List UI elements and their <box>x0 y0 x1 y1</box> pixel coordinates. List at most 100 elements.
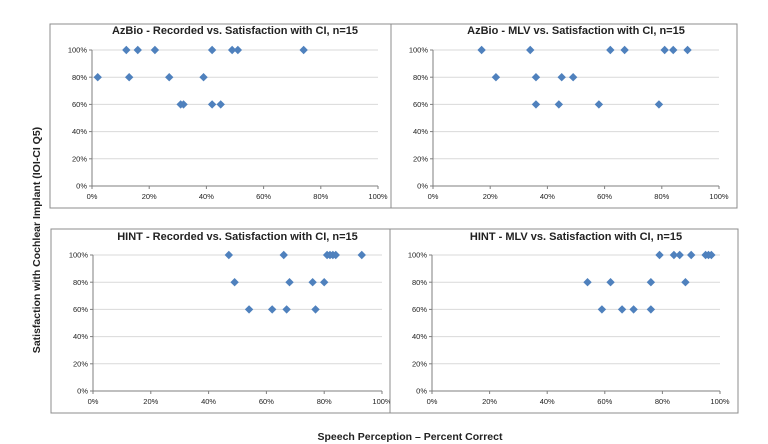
data-point <box>122 45 131 55</box>
x-tick-label: 100% <box>368 192 388 201</box>
data-point <box>675 250 684 260</box>
x-tick-label: 20% <box>483 192 498 201</box>
y-tick-label: 60% <box>412 305 427 314</box>
y-tick-label: 80% <box>413 73 428 82</box>
x-tick-label: 80% <box>317 397 332 406</box>
data-point <box>655 250 664 260</box>
y-tick-label: 60% <box>73 305 88 314</box>
data-point <box>597 305 607 314</box>
data-point <box>568 73 578 82</box>
x-tick-label: 100% <box>709 192 729 201</box>
x-tick-label: 20% <box>143 397 158 406</box>
data-point <box>93 73 102 82</box>
data-point <box>230 278 239 287</box>
data-point <box>491 73 501 82</box>
data-point <box>646 305 656 314</box>
data-point <box>233 45 243 55</box>
chart-title: HINT - Recorded vs. Satisfaction with CI… <box>117 231 358 243</box>
x-tick-label: 0% <box>427 397 438 406</box>
chart-panel-1: AzBio - Recorded vs. Satisfaction with C… <box>49 23 397 209</box>
data-point <box>660 45 669 55</box>
data-point <box>311 305 320 314</box>
x-tick-label: 40% <box>540 192 555 201</box>
x-tick-label: 20% <box>142 192 157 201</box>
x-tick-label: 0% <box>88 397 99 406</box>
data-point <box>654 100 664 109</box>
data-point <box>207 45 217 55</box>
x-tick-label: 60% <box>597 192 612 201</box>
chart-frame <box>50 228 401 414</box>
x-tick-label: 100% <box>710 397 730 406</box>
x-tick-label: 0% <box>87 192 98 201</box>
data-point <box>526 45 535 55</box>
data-point <box>629 305 638 314</box>
y-tick-label: 100% <box>68 46 88 55</box>
data-point <box>669 45 678 55</box>
data-point <box>267 305 277 314</box>
data-point <box>308 278 317 287</box>
data-point <box>617 305 627 314</box>
data-point <box>165 73 174 82</box>
x-tick-label: 60% <box>259 397 274 406</box>
data-point <box>207 100 217 109</box>
data-point <box>606 45 615 55</box>
y-tick-label: 0% <box>76 182 87 191</box>
y-tick-label: 100% <box>408 251 428 260</box>
data-point <box>606 278 615 287</box>
data-point <box>179 100 188 109</box>
chart-title: AzBio - Recorded vs. Satisfaction with C… <box>112 25 358 37</box>
x-tick-label: 40% <box>199 192 214 201</box>
y-tick-label: 0% <box>417 182 428 191</box>
chart-frame <box>49 23 397 209</box>
data-point <box>669 250 679 260</box>
y-axis-label: Satisfaction with Cochlear Implant (IOI-… <box>31 127 43 353</box>
data-point <box>285 278 294 287</box>
x-tick-label: 80% <box>655 397 670 406</box>
x-tick-label: 40% <box>201 397 216 406</box>
x-tick-label: 60% <box>256 192 271 201</box>
data-point <box>357 250 366 260</box>
x-axis-label: Speech Perception – Percent Correct <box>318 431 503 443</box>
y-tick-label: 80% <box>72 73 87 82</box>
y-tick-label: 0% <box>416 387 427 396</box>
data-point <box>646 278 656 287</box>
chart-title: AzBio - MLV vs. Satisfaction with CI, n=… <box>467 25 685 37</box>
chart-panel-4: HINT - MLV vs. Satisfaction with CI, n=1… <box>389 228 739 414</box>
y-tick-label: 20% <box>73 359 88 368</box>
chart-panel-3: HINT - Recorded vs. Satisfaction with CI… <box>50 228 401 414</box>
data-point <box>594 100 604 109</box>
data-point <box>681 278 690 287</box>
x-tick-label: 80% <box>313 192 328 201</box>
data-point <box>124 73 134 82</box>
y-tick-label: 40% <box>413 127 428 136</box>
data-point <box>707 250 716 260</box>
y-tick-label: 40% <box>73 332 88 341</box>
y-tick-label: 40% <box>412 332 427 341</box>
y-tick-label: 80% <box>412 278 427 287</box>
chart-frame <box>390 23 738 209</box>
y-tick-label: 100% <box>409 46 429 55</box>
y-tick-label: 20% <box>413 154 428 163</box>
y-tick-label: 40% <box>72 127 87 136</box>
data-point <box>531 100 541 109</box>
x-tick-label: 40% <box>540 397 555 406</box>
data-point <box>683 45 692 55</box>
data-point <box>282 305 291 314</box>
y-tick-label: 20% <box>72 154 87 163</box>
x-tick-label: 20% <box>482 397 497 406</box>
chart-panel-2: AzBio - MLV vs. Satisfaction with CI, n=… <box>390 23 738 209</box>
chart-panels: AzBio - Recorded vs. Satisfaction with C… <box>49 23 739 414</box>
data-point <box>279 250 288 260</box>
y-tick-label: 60% <box>72 100 87 109</box>
x-tick-label: 0% <box>428 192 439 201</box>
data-point <box>150 45 160 55</box>
data-point <box>216 100 225 109</box>
y-tick-label: 60% <box>413 100 428 109</box>
data-point <box>620 45 629 55</box>
y-tick-label: 20% <box>412 359 427 368</box>
chart-title: HINT - MLV vs. Satisfaction with CI, n=1… <box>470 231 682 243</box>
y-tick-label: 100% <box>69 251 89 260</box>
y-tick-label: 0% <box>77 387 88 396</box>
data-point <box>320 278 329 287</box>
